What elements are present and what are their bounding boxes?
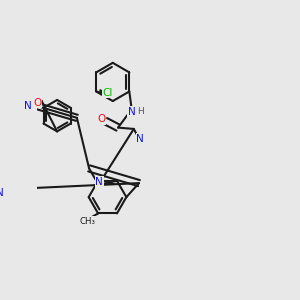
Text: H: H (137, 107, 144, 116)
Text: CH₃: CH₃ (80, 217, 96, 226)
Text: N: N (24, 101, 32, 111)
Text: N: N (136, 134, 144, 144)
Text: Cl: Cl (103, 88, 113, 98)
Text: N: N (128, 107, 136, 117)
Text: O: O (34, 98, 42, 108)
Text: N: N (95, 177, 103, 187)
Text: O: O (98, 114, 106, 124)
Text: N: N (0, 188, 4, 198)
